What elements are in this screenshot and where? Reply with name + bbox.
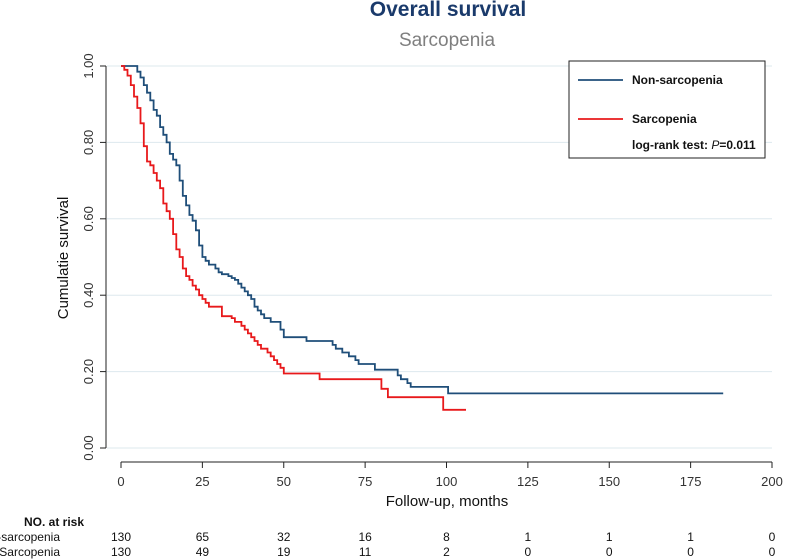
legend-label-sarcopenia: Sarcopenia	[632, 112, 697, 126]
log-rank-annotation: log-rank test: P=0.011	[632, 138, 756, 152]
risk-count: 1	[687, 530, 694, 544]
risk-count: 0	[769, 530, 776, 544]
series-line-non-sarcopenia	[121, 65, 724, 395]
log-rank-value: =0.011	[719, 138, 756, 152]
x-tick-label: 200	[761, 474, 783, 489]
log-rank-p: P	[711, 138, 719, 152]
risk-count: 8	[443, 530, 450, 544]
y-tick-label: 1.00	[81, 53, 96, 78]
y-ticks: 0.00 0.20 0.40 0.60 0.80 1.00	[81, 53, 106, 461]
legend-box	[568, 60, 766, 159]
risk-count: 130	[111, 545, 131, 559]
x-tick-label: 75	[358, 474, 372, 489]
chart-subtitle: Sarcopenia	[399, 30, 496, 51]
x-tick-label: 50	[277, 474, 291, 489]
legend: Non-sarcopenia Sarcopenia log-rank test:…	[568, 60, 766, 159]
chart-title: Overall survival	[370, 0, 526, 21]
y-axis-label: Cumulatie survival	[55, 197, 72, 320]
risk-count: 19	[277, 545, 291, 559]
x-tick-label: 0	[117, 474, 124, 489]
y-tick-label: 0.40	[81, 283, 96, 308]
risk-row-label: Sarcopenia	[0, 545, 60, 559]
risk-count: 0	[769, 545, 776, 559]
risk-count: 0	[525, 545, 532, 559]
legend-label-non-sarcopenia: Non-sarcopenia	[632, 73, 723, 87]
risk-count: 65	[196, 530, 210, 544]
y-tick-label: 0.20	[81, 359, 96, 384]
x-tick-label: 175	[680, 474, 702, 489]
risk-table-header: NO. at risk	[24, 515, 84, 529]
x-tick-label: 100	[436, 474, 458, 489]
risk-count: 16	[358, 530, 372, 544]
risk-count: 32	[277, 530, 291, 544]
x-tick-label: 150	[598, 474, 620, 489]
risk-count: 1	[606, 530, 613, 544]
risk-count: 1	[525, 530, 532, 544]
x-tick-label: 25	[195, 474, 209, 489]
series-line-sarcopenia	[121, 65, 466, 411]
y-tick-label: 0.60	[81, 206, 96, 231]
x-axis-label: Follow-up, months	[386, 493, 509, 510]
risk-count: 0	[606, 545, 613, 559]
risk-count: 11	[359, 545, 372, 559]
survival-curves	[121, 65, 724, 411]
x-tick-label: 125	[517, 474, 539, 489]
risk-count: 130	[111, 530, 131, 544]
risk-count: 49	[196, 545, 210, 559]
risk-count: 2	[443, 545, 450, 559]
y-tick-label: 0.00	[81, 435, 96, 460]
x-ticks: 0 25 50 75 100 125 150 175 200	[117, 462, 783, 489]
log-rank-prefix: log-rank test:	[632, 138, 711, 152]
risk-table: Non-sarcopenia13065321681110Sarcopenia13…	[0, 530, 776, 559]
risk-count: 0	[687, 545, 694, 559]
risk-row-label: Non-sarcopenia	[0, 530, 60, 544]
y-tick-label: 0.80	[81, 130, 96, 155]
